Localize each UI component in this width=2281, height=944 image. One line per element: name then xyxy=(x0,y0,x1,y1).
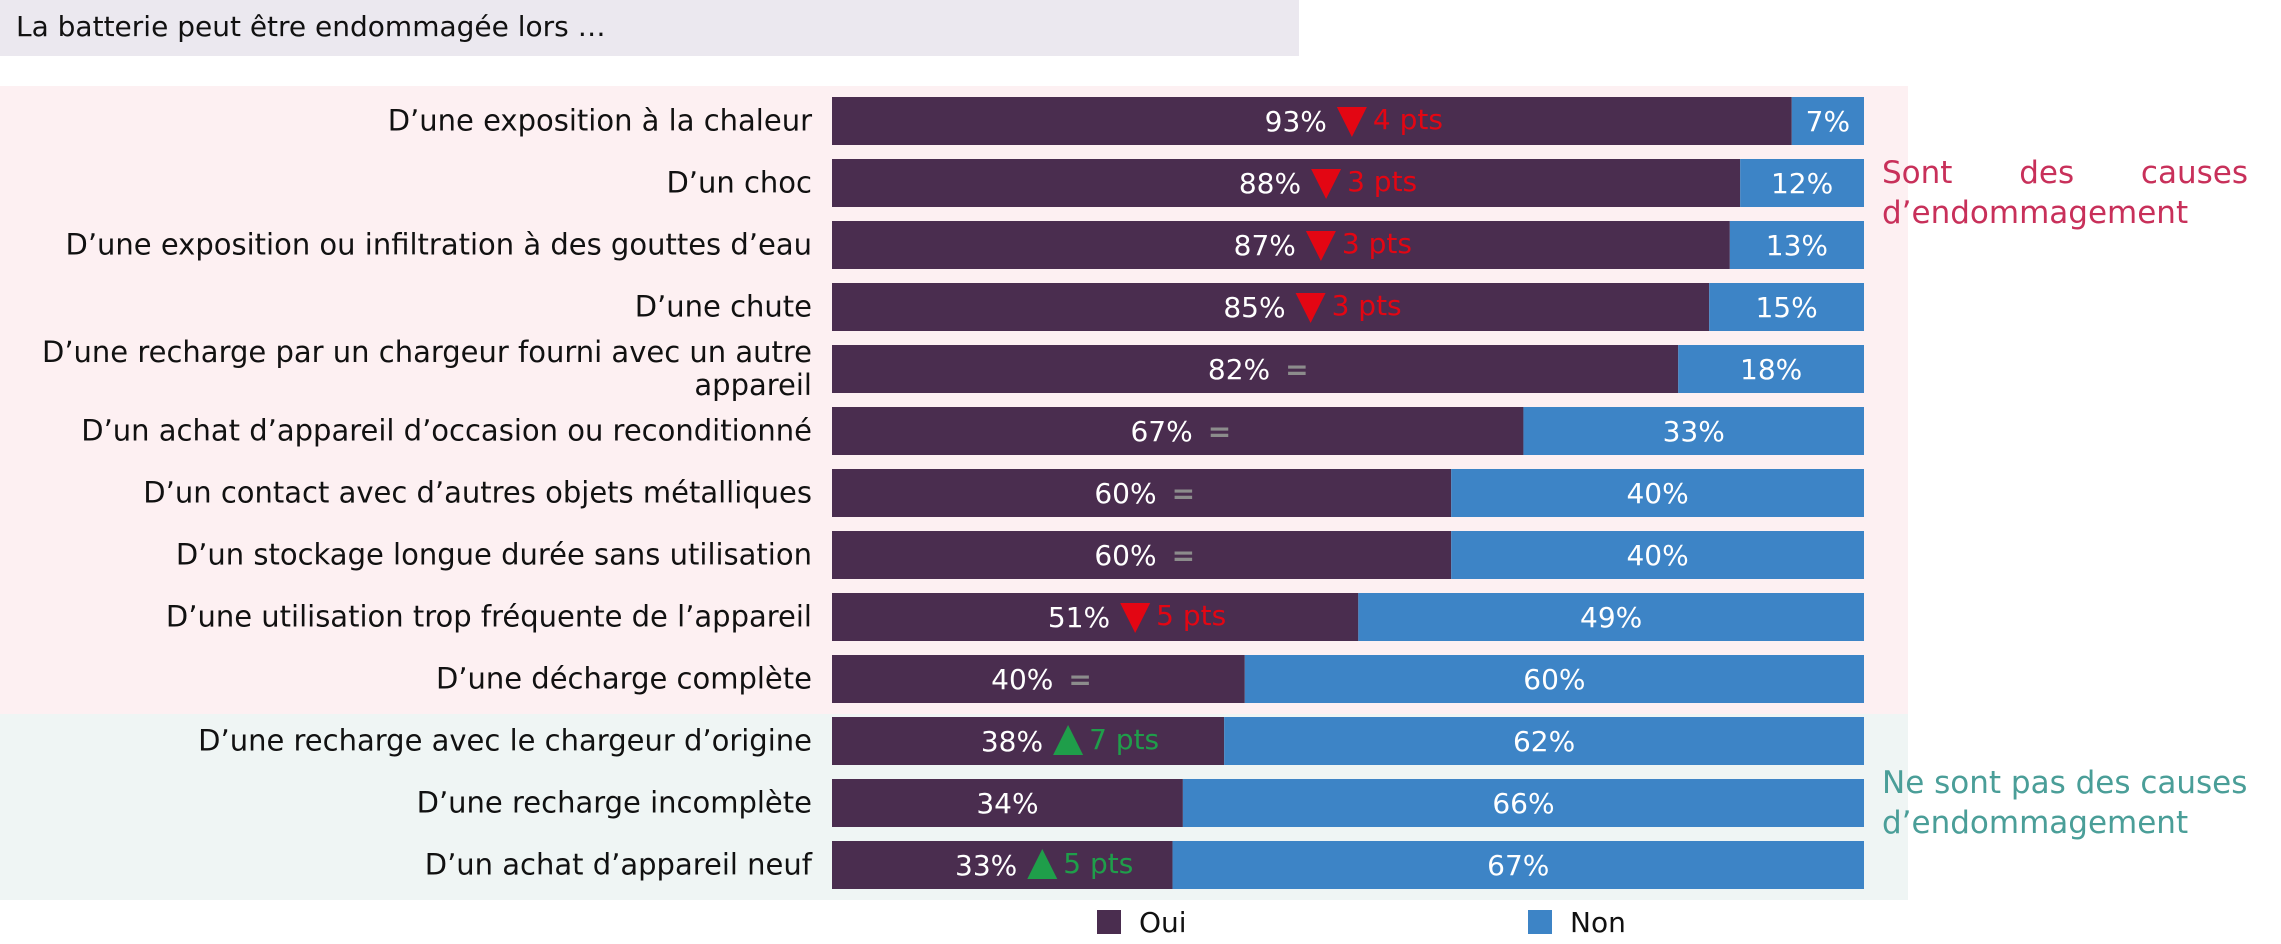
bar-segment xyxy=(1182,779,1864,827)
bar-segment xyxy=(832,531,1452,579)
value-label: 60% xyxy=(1094,477,1156,510)
value-label: 82% xyxy=(1208,353,1270,386)
bar-segment xyxy=(1451,531,1864,579)
bar-segment xyxy=(1709,283,1864,331)
change-arrow xyxy=(1311,169,1342,199)
bar-segment xyxy=(1172,841,1864,889)
bar-segment xyxy=(832,469,1452,517)
change-label: 3 pts xyxy=(1342,227,1412,260)
change-label: 5 pts xyxy=(1156,599,1226,632)
bar-segment xyxy=(832,221,1730,269)
bar-segment xyxy=(1729,221,1864,269)
change-label: = xyxy=(1172,539,1195,572)
category-label: D’un stockage longue durée sans utilisat… xyxy=(175,537,812,572)
change-arrow xyxy=(1336,107,1367,137)
value-label: 49% xyxy=(1580,601,1642,634)
change-arrow xyxy=(1120,603,1151,633)
change-arrow xyxy=(1053,725,1084,755)
value-label: 66% xyxy=(1492,787,1554,820)
category-label: D’une recharge par un chargeur fourni av… xyxy=(41,335,812,402)
value-label: 7% xyxy=(1806,105,1850,138)
bar-segment xyxy=(832,407,1524,455)
value-label: 67% xyxy=(1487,849,1549,882)
value-label: 62% xyxy=(1513,725,1575,758)
value-label: 60% xyxy=(1094,539,1156,572)
change-arrow xyxy=(1027,849,1058,879)
value-label: 18% xyxy=(1740,353,1802,386)
value-label: 67% xyxy=(1130,415,1192,448)
group-label: Ne sont pas des causes d’endommagement xyxy=(1882,765,2248,841)
bar-segment xyxy=(1791,97,1864,145)
value-label: 85% xyxy=(1223,291,1285,324)
value-label: 13% xyxy=(1766,229,1828,262)
legend-swatch xyxy=(1097,910,1121,934)
bar-segment xyxy=(1740,159,1864,207)
change-label: 5 pts xyxy=(1063,847,1133,880)
category-label: D’une recharge incomplète xyxy=(416,785,812,820)
bar-segment xyxy=(832,779,1183,827)
change-label: 3 pts xyxy=(1332,289,1402,322)
change-label: 3 pts xyxy=(1347,165,1417,198)
bar-segment xyxy=(832,345,1679,393)
change-label: = xyxy=(1172,477,1195,510)
header-bg xyxy=(0,0,1299,56)
value-label: 40% xyxy=(991,663,1053,696)
legend-label: Non xyxy=(1570,906,1626,939)
header: La batterie peut être endommagée lors … xyxy=(16,10,606,43)
category-label: D’une utilisation trop fréquente de l’ap… xyxy=(165,599,812,634)
legend-label: Oui xyxy=(1139,906,1187,939)
value-label: 38% xyxy=(981,725,1043,758)
bar-segment xyxy=(1358,593,1864,641)
value-label: 88% xyxy=(1239,167,1301,200)
value-label: 93% xyxy=(1265,105,1327,138)
category-label: D’une décharge complète xyxy=(435,661,812,696)
value-label: 15% xyxy=(1755,291,1817,324)
value-label: 33% xyxy=(1663,415,1725,448)
bar-segment xyxy=(1678,345,1864,393)
category-label: D’un choc xyxy=(666,165,812,200)
category-label: D’une recharge avec le chargeur d’origin… xyxy=(198,723,812,758)
category-label: D’un achat d’appareil d’occasion ou reco… xyxy=(81,413,812,448)
group-label: Sont des causes d’endommagement xyxy=(1882,155,2248,231)
bar-segment xyxy=(1244,655,1864,703)
change-label: = xyxy=(1285,353,1308,386)
change-arrow xyxy=(1305,231,1336,261)
value-label: 60% xyxy=(1523,663,1585,696)
change-label: = xyxy=(1068,663,1091,696)
value-label: 34% xyxy=(976,787,1038,820)
bar-segment xyxy=(1523,407,1864,455)
category-label: D’une chute xyxy=(634,289,812,324)
bar-segment xyxy=(832,593,1359,641)
bar-segment xyxy=(832,97,1792,145)
category-label: D’une exposition à la chaleur xyxy=(387,103,812,138)
value-label: 40% xyxy=(1626,539,1688,572)
value-label: 40% xyxy=(1626,477,1688,510)
change-label: = xyxy=(1208,415,1231,448)
legend-swatch xyxy=(1528,910,1552,934)
value-label: 87% xyxy=(1234,229,1296,262)
bar-segment xyxy=(832,283,1710,331)
category-label: D’une exposition ou infiltration à des g… xyxy=(65,227,812,262)
value-label: 51% xyxy=(1048,601,1110,634)
change-label: 7 pts xyxy=(1089,723,1159,756)
change-arrow xyxy=(1295,293,1326,323)
bar-segment xyxy=(832,159,1741,207)
bar-segment xyxy=(1224,717,1864,765)
value-label: 33% xyxy=(955,849,1017,882)
bar-segment xyxy=(1451,469,1864,517)
bar-segment xyxy=(832,655,1245,703)
category-label: D’un achat d’appareil neuf xyxy=(424,847,812,882)
bar-segment xyxy=(832,717,1225,765)
value-label: 12% xyxy=(1771,167,1833,200)
category-label: D’un contact avec d’autres objets métall… xyxy=(143,475,812,510)
bar-segment xyxy=(832,841,1173,889)
change-label: 4 pts xyxy=(1373,103,1443,136)
